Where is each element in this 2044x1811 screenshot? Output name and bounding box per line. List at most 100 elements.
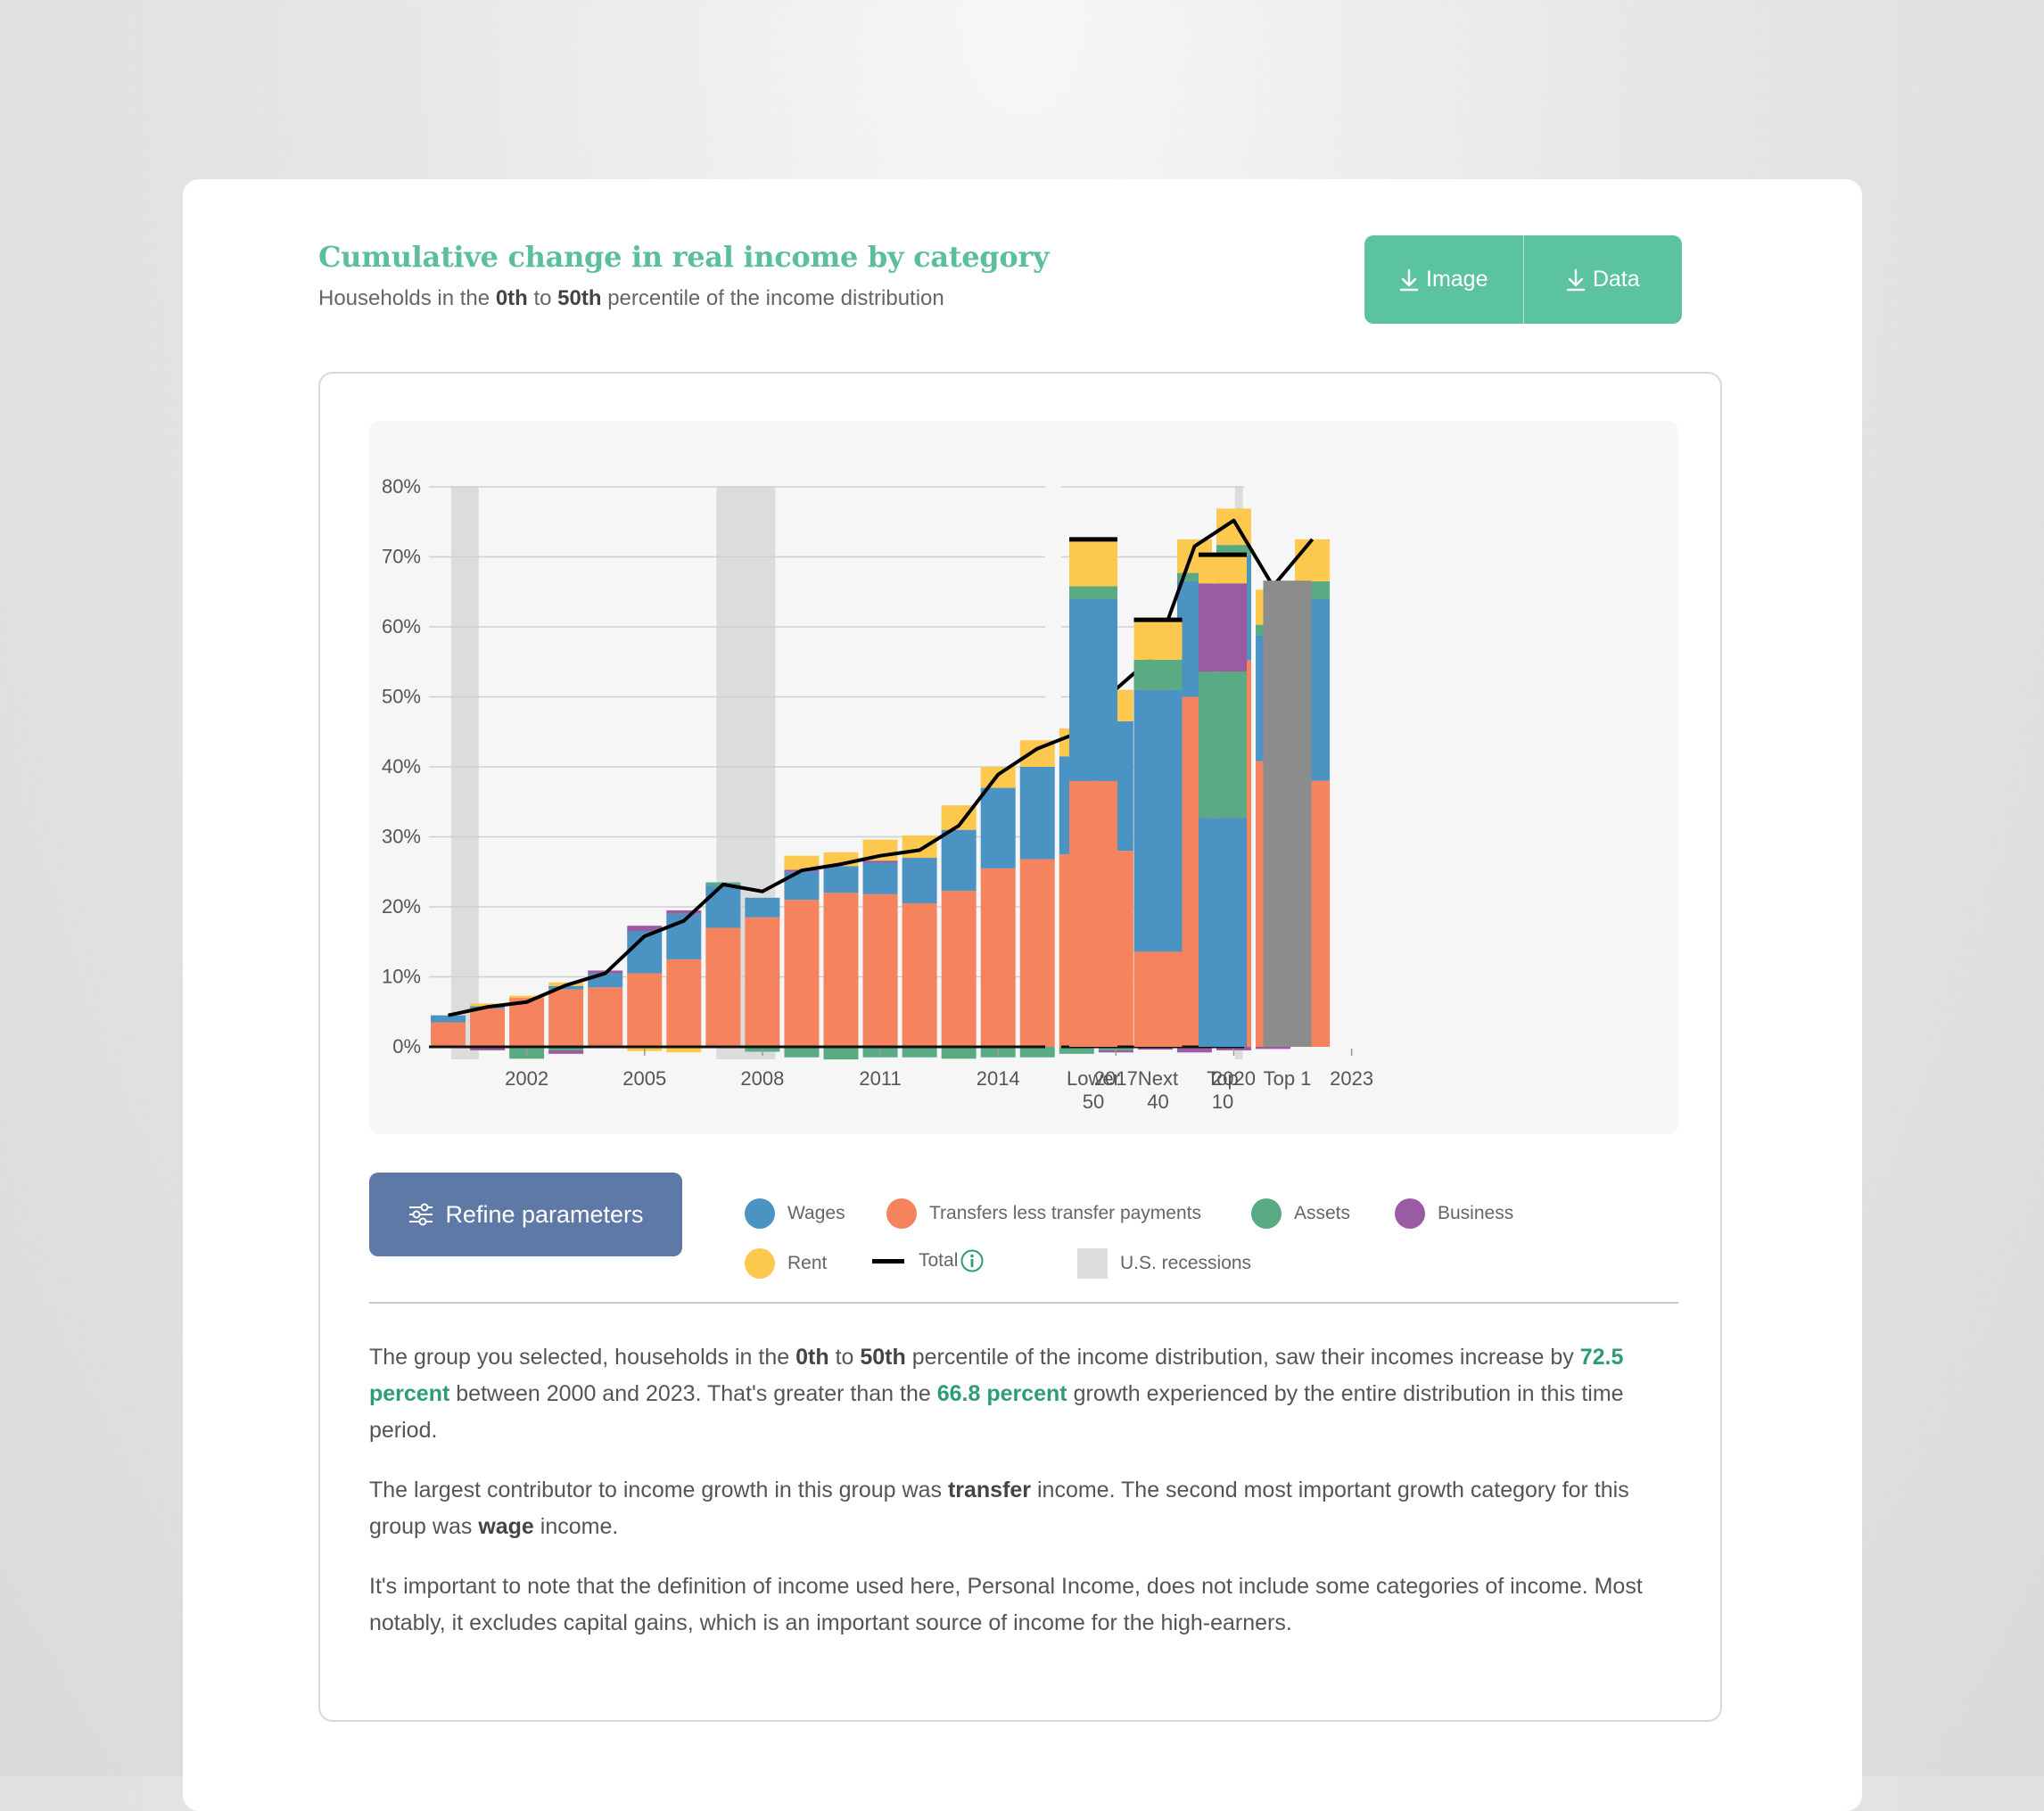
group-label: 50 [1083, 1091, 1104, 1113]
bar-segment [1176, 1047, 1212, 1053]
bar-segment [548, 985, 584, 990]
bar-segment [784, 900, 820, 1047]
legend-item-business[interactable]: Business [1395, 1198, 1513, 1229]
group-label: 10 [1212, 1091, 1233, 1113]
bar-segment [862, 862, 898, 894]
rent-swatch [745, 1248, 775, 1279]
bar-segment [627, 973, 663, 1047]
group-label: 40 [1147, 1091, 1168, 1113]
x-tick-label: 2017 [1094, 1067, 1138, 1090]
download-buttons: Image Data [1364, 235, 1682, 324]
income-chart: 0% 10% 20% 30% 40% 50% 60% 70% 80% 2002 2005 2008 20… [382, 475, 1373, 1113]
bar-segment [980, 787, 1016, 868]
bar-segment [1137, 1047, 1173, 1050]
group-bar-segment [1199, 556, 1247, 584]
bar-segment [745, 917, 780, 1047]
y-tick-label: 40% [382, 755, 421, 778]
wages-swatch [745, 1198, 775, 1229]
bar-segment [941, 890, 977, 1047]
plot-area: 0% 10% 20% 30% 40% 50% 60% 70% 80% 2002 2005 2008 20… [369, 421, 1678, 1134]
y-tick-label: 60% [382, 615, 421, 638]
download-image-button[interactable]: Image [1364, 235, 1523, 324]
bar-segment [902, 858, 937, 904]
bar-segment [1216, 545, 1251, 556]
group-bar-segment [1069, 598, 1117, 781]
group-bar-segment [1133, 622, 1183, 660]
x-tick-label: 2002 [505, 1067, 548, 1090]
x-tick-label: 2020 [1212, 1067, 1256, 1090]
group-label: Lower [1067, 1067, 1120, 1090]
chart-container: 0% 10% 20% 30% 40% 50% 60% 70% 80% 2002 2005 2008 20… [318, 372, 1722, 1722]
x-tick-label: 2005 [622, 1067, 666, 1090]
recession-band [451, 487, 479, 1059]
bar-segment [784, 1047, 820, 1058]
bar-segment [705, 927, 741, 1047]
download-icon [1566, 268, 1586, 291]
bar-segment [784, 855, 820, 870]
narrative-text: The group you selected, households in th… [369, 1339, 1678, 1665]
bar-segment [627, 926, 663, 932]
sliders-icon [409, 1203, 433, 1226]
legend-item-assets[interactable]: Assets [1251, 1198, 1350, 1229]
bar-segment [1019, 767, 1055, 860]
bar-segment [823, 1047, 859, 1060]
bar-segment [941, 829, 977, 891]
legend-item-rent[interactable]: Rent [745, 1248, 827, 1279]
bar-segment [509, 998, 545, 1047]
legend-item-total[interactable]: Total [872, 1248, 985, 1273]
bar-segment [470, 1003, 506, 1007]
download-icon [1399, 268, 1419, 291]
x-tick-label: 2014 [977, 1067, 1020, 1090]
business-swatch [1395, 1198, 1425, 1229]
bar-segment [1019, 859, 1055, 1047]
bar-segment [823, 893, 859, 1047]
y-tick-label: 50% [382, 686, 421, 708]
download-data-button[interactable]: Data [1522, 235, 1683, 324]
bar-segment [431, 1015, 466, 1023]
chart-card: Cumulative change in real income by cate… [183, 179, 1862, 1811]
group-bar-segment [1199, 583, 1247, 672]
info-circle-icon[interactable] [960, 1248, 985, 1273]
bar-segment [509, 995, 545, 999]
recessions-swatch [1077, 1248, 1108, 1279]
refine-parameters-button[interactable]: Refine parameters [369, 1173, 682, 1256]
x-tick-label: 2011 [859, 1067, 901, 1090]
bar-segment [902, 903, 937, 1047]
legend-item-wages[interactable]: Wages [745, 1198, 845, 1229]
group-bar-segment [1069, 540, 1117, 587]
narrative-paragraph-1: The group you selected, households in th… [369, 1345, 1624, 1443]
x-tick-label: 2023 [1330, 1067, 1373, 1090]
bar-segment [823, 866, 859, 893]
bar-segment [1295, 539, 1331, 581]
bar-segment [588, 987, 623, 1047]
legend-item-transfers[interactable]: Transfers less transfer payments [886, 1198, 1201, 1229]
group-bar-segment [1133, 689, 1183, 952]
group-bar-segment [1133, 951, 1183, 1047]
bar-segment [431, 1022, 466, 1047]
bar-segment [666, 1047, 702, 1053]
y-tick-label: 20% [382, 895, 421, 918]
bar-segment [1059, 1047, 1094, 1054]
group-label: Top 1 [1264, 1067, 1312, 1090]
bar-segment [705, 885, 741, 928]
transfers-swatch [886, 1198, 917, 1229]
group-label: Top [1207, 1067, 1238, 1090]
group-bar-segment [1263, 580, 1312, 1047]
y-tick-label: 10% [382, 966, 421, 988]
bar-segment [666, 959, 702, 1047]
bar-segment [862, 860, 898, 863]
group-bar-segment [1199, 818, 1247, 1047]
bar-segment [1098, 1047, 1133, 1050]
x-tick-label: 2008 [740, 1067, 784, 1090]
bar-segment [902, 835, 937, 859]
bar-segment [902, 1047, 937, 1058]
y-tick-label: 30% [382, 826, 421, 848]
group-bar-segment [1069, 586, 1117, 599]
group-growth-value: 72.5 percent [369, 1345, 1624, 1406]
y-tick-label: 80% [382, 475, 421, 498]
bar-segment [548, 1047, 584, 1050]
bar-segment [470, 1008, 506, 1047]
legend-item-recessions[interactable]: U.S. recessions [1077, 1248, 1251, 1279]
bar-segment [548, 989, 584, 1047]
group-bar-segment [1069, 780, 1117, 1047]
